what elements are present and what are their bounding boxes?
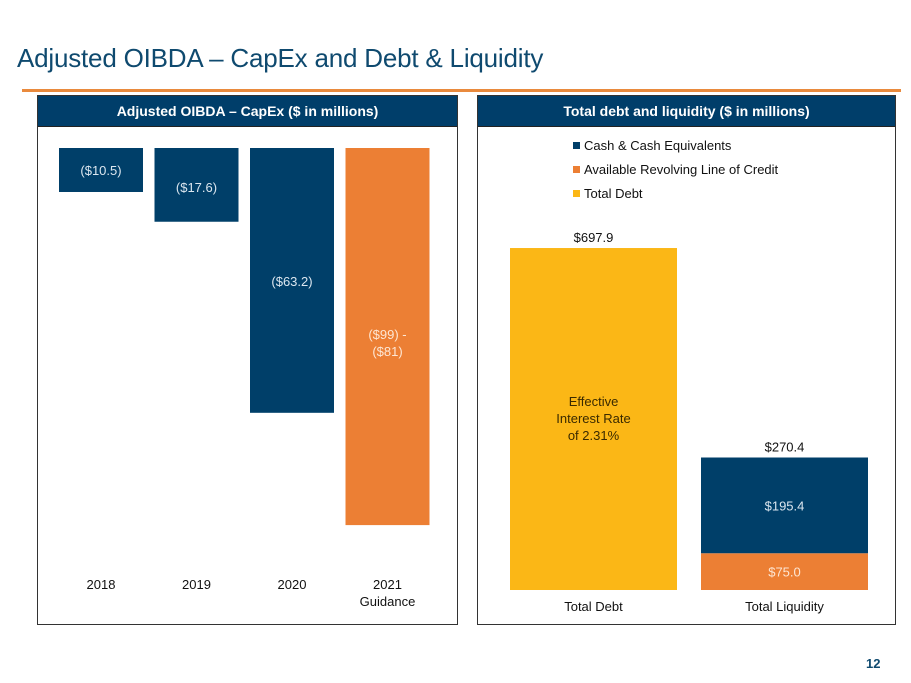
- segment-data-label: $75.0: [768, 565, 801, 580]
- debt-liquidity-chart-title: Total debt and liquidity ($ in millions): [478, 96, 895, 127]
- page-number: 12: [866, 656, 881, 671]
- capex-data-label: ($10.5): [80, 163, 121, 178]
- bar-total-label: $270.4: [765, 440, 805, 455]
- capex-chart-panel: Adjusted OIBDA – CapEx ($ in millions) (…: [37, 95, 458, 625]
- capex-category-label: 2018: [87, 577, 116, 592]
- legend-swatch: [573, 166, 580, 173]
- capex-bar-2018: [59, 148, 143, 192]
- legend-swatch: [573, 190, 580, 197]
- stack-segment-cash-cash-equivalents: [701, 457, 868, 554]
- debt-liquidity-bar-chart: Cash & Cash Equivalents Available Revolvi…: [510, 138, 868, 614]
- bar-total-label: $697.9: [574, 230, 614, 245]
- stack-segment-total-debt: [510, 248, 677, 591]
- legend-label: Cash & Cash Equivalents: [584, 138, 732, 153]
- legend-swatch: [573, 142, 580, 149]
- legend-label: Available Revolving Line of Credit: [584, 162, 779, 177]
- capex-chart-title: Adjusted OIBDA – CapEx ($ in millions): [38, 96, 457, 127]
- capex-bar-2019: [154, 148, 239, 222]
- page-title: Adjusted OIBDA – CapEx and Debt & Liquid…: [17, 43, 544, 73]
- stack-segment-available-revolving-line-of-credit: [701, 553, 868, 590]
- capex-bar-2020: [250, 148, 334, 413]
- capex-category-label: 2020: [278, 577, 307, 592]
- capex-data-label: ($63.2): [271, 274, 312, 289]
- effective-interest-rate-annotation: Effective Interest Rate of 2.31%: [556, 394, 630, 443]
- legend-label: Total Debt: [584, 186, 643, 201]
- category-axis-label: Total Debt: [564, 599, 623, 614]
- segment-data-label: $195.4: [765, 498, 805, 513]
- capex-bar-chart: ($10.5) 2018 ($17.6) 2019 ($63.2) 2020 ($99) -…: [59, 148, 430, 609]
- capex-category-label: 2019: [182, 577, 211, 592]
- capex-bar-2021-guidance: [345, 148, 430, 526]
- capex-data-label: ($99) -($81): [368, 327, 406, 359]
- debt-liquidity-chart-panel: Total debt and liquidity ($ in millions)…: [477, 95, 896, 625]
- title-underline-rule: [22, 89, 901, 92]
- capex-category-label: 2021 Guidance: [360, 577, 416, 609]
- capex-data-label: ($17.6): [176, 180, 217, 195]
- category-axis-label: Total Liquidity: [745, 599, 824, 614]
